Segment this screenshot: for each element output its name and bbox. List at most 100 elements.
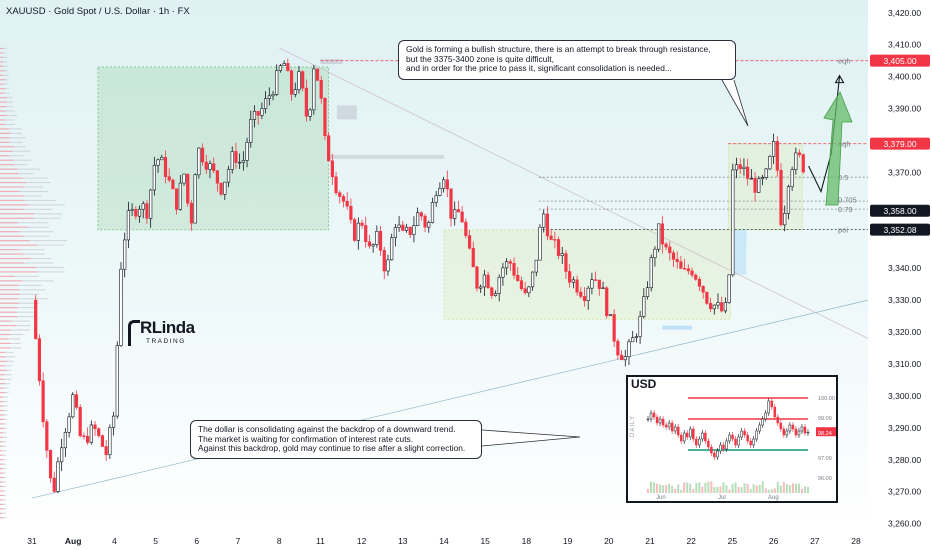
inset-volume-bar bbox=[653, 482, 656, 493]
y-tick-label: 3,260.00 bbox=[888, 519, 921, 529]
volume-profile-bar bbox=[0, 177, 23, 179]
inset-x-tick-label: Aug bbox=[768, 495, 779, 501]
volume-profile-bar bbox=[0, 418, 4, 420]
level-label: eqh bbox=[838, 57, 851, 66]
candle-body bbox=[230, 151, 234, 170]
volume-profile-bar bbox=[0, 503, 3, 505]
candle-body bbox=[397, 224, 401, 228]
inset-volume-bar bbox=[725, 485, 728, 493]
inset-volume-bar bbox=[770, 489, 773, 493]
candle-body bbox=[757, 178, 761, 193]
candle-body bbox=[178, 182, 182, 210]
volume-profile-bar bbox=[0, 208, 53, 210]
volume-profile-bar bbox=[0, 477, 4, 479]
price-axis-background bbox=[868, 0, 932, 550]
inset-candle-body bbox=[713, 452, 716, 458]
inset-volume-bar bbox=[719, 486, 722, 493]
candle-body bbox=[497, 276, 501, 294]
resistance-box bbox=[328, 154, 444, 159]
volume-profile-bar bbox=[0, 74, 9, 76]
candle-body bbox=[479, 286, 483, 289]
inset-candle-body bbox=[791, 424, 795, 430]
volume-profile-bar bbox=[0, 132, 11, 134]
volume-profile-bar bbox=[0, 150, 12, 152]
inset-candle-body bbox=[716, 450, 719, 458]
volume-profile-bar bbox=[0, 468, 3, 470]
volume-profile-bar bbox=[0, 119, 15, 121]
inset-candle-body bbox=[698, 438, 701, 446]
time-axis-background bbox=[0, 530, 932, 550]
candle-body bbox=[386, 259, 390, 272]
candle-body bbox=[71, 394, 75, 418]
candle-body bbox=[264, 98, 268, 110]
inset-volume-bar bbox=[692, 489, 695, 493]
volume-profile-bar bbox=[0, 173, 18, 175]
candle-body bbox=[493, 293, 498, 296]
price-badge-label: 3,352.08 bbox=[883, 225, 916, 235]
candle-body bbox=[490, 287, 494, 296]
candle-body bbox=[519, 280, 524, 289]
volume-profile-bar bbox=[0, 231, 20, 233]
candle-body bbox=[126, 210, 131, 241]
inset-candle-body bbox=[725, 440, 728, 450]
candle-body bbox=[315, 68, 320, 81]
volume-profile-bar bbox=[0, 396, 8, 398]
candle-body bbox=[137, 208, 142, 217]
inset-candle-body bbox=[740, 430, 743, 438]
level-label: 0.5 bbox=[838, 173, 848, 182]
volume-profile-bar bbox=[0, 374, 12, 376]
gold-note-line: and in order for the price to pass it, s… bbox=[406, 64, 672, 74]
gold-annotation: Gold is forming a bullish structure, the… bbox=[398, 40, 736, 80]
inset-candle-body bbox=[758, 424, 761, 432]
inset-volume-bar bbox=[686, 482, 689, 493]
candle-body bbox=[575, 279, 579, 293]
volume-profile-bar bbox=[0, 217, 34, 219]
inset-candle-body bbox=[743, 430, 746, 436]
inset-candle-body bbox=[667, 422, 671, 428]
candle-body bbox=[416, 212, 420, 226]
volume-profile-bar bbox=[0, 356, 16, 358]
volume-profile-bar bbox=[0, 266, 36, 269]
candle-body bbox=[223, 181, 227, 195]
volume-profile-bar bbox=[0, 311, 18, 313]
volume-profile-bar bbox=[0, 249, 45, 251]
candle-body bbox=[716, 302, 720, 306]
candle-body bbox=[371, 244, 375, 247]
inset-candle-body bbox=[794, 428, 798, 436]
x-tick-label: 4 bbox=[112, 536, 117, 546]
volume-profile-bar bbox=[0, 79, 6, 81]
volume-profile-bar bbox=[0, 316, 18, 318]
candle-body bbox=[797, 152, 802, 155]
volume-profile-bar bbox=[0, 114, 7, 117]
inset-volume-bar bbox=[800, 488, 803, 493]
inset-volume-bar bbox=[689, 483, 692, 493]
volume-profile-bar bbox=[0, 387, 4, 389]
candle-body bbox=[382, 250, 386, 272]
inset-timeframe-label: DAILY bbox=[629, 415, 636, 437]
inset-volume-bar bbox=[740, 487, 743, 493]
volume-profile-bar bbox=[0, 445, 3, 447]
x-tick-label: 25 bbox=[728, 536, 738, 546]
inset-candle-body bbox=[806, 431, 810, 434]
candle-body bbox=[89, 424, 93, 443]
candle-body bbox=[749, 178, 753, 180]
volume-profile-bar bbox=[0, 240, 30, 242]
volume-profile-bar bbox=[0, 325, 17, 327]
candle-body bbox=[657, 223, 661, 250]
candle-body bbox=[623, 356, 627, 361]
candle-body bbox=[686, 268, 690, 272]
inset-candle-body bbox=[785, 430, 789, 436]
candle-body bbox=[308, 109, 312, 117]
usd-note-line: The market is waiting for confirmation o… bbox=[198, 434, 414, 444]
candle-body bbox=[486, 274, 490, 289]
volume-profile-bar bbox=[0, 427, 4, 429]
volume-profile-bar bbox=[0, 481, 7, 483]
volume-profile-bar bbox=[0, 181, 27, 184]
candle-body bbox=[631, 337, 635, 343]
support-box bbox=[732, 229, 747, 275]
price-badge bbox=[870, 204, 930, 217]
gold-bubble-pointer bbox=[721, 79, 749, 127]
y-tick-label: 3,290.00 bbox=[888, 423, 921, 433]
logo-text: RLinda bbox=[140, 318, 195, 337]
